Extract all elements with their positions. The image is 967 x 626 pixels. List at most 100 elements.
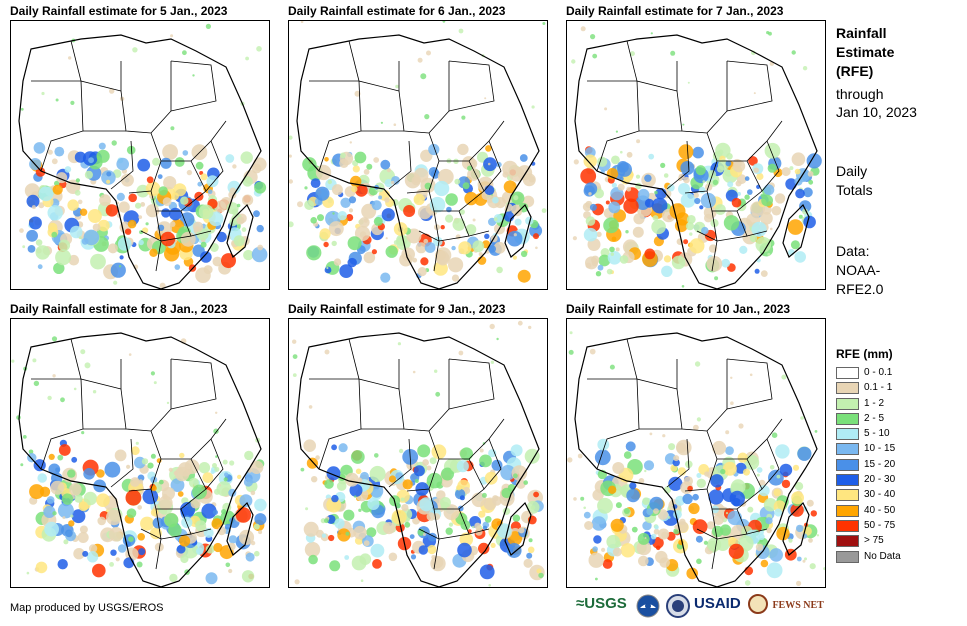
madagascar-outline [226, 203, 254, 258]
rain-cell [484, 471, 498, 485]
rain-cell [458, 350, 464, 356]
rain-cell [48, 222, 58, 233]
rain-cell [324, 349, 330, 355]
rain-cell [619, 486, 629, 496]
rain-cell [607, 251, 622, 265]
rain-cell [454, 178, 461, 185]
rain-cell [257, 244, 264, 251]
rain-cell [212, 509, 218, 515]
rain-cell [442, 21, 446, 23]
rain-cell [642, 497, 650, 505]
rain-cell [781, 167, 791, 177]
usgs-logo-text: ≈USGS [576, 595, 627, 612]
rain-cell [395, 472, 403, 480]
rain-cell [254, 498, 267, 512]
rain-cell [35, 167, 46, 177]
rain-cell [427, 544, 437, 555]
rain-cell [754, 268, 760, 274]
rain-cell [153, 381, 157, 385]
rain-cell [682, 123, 685, 126]
rain-cell [617, 183, 625, 191]
rain-cell [174, 466, 190, 482]
rain-cell [638, 555, 649, 567]
rain-cell [653, 528, 660, 535]
rain-cell [306, 245, 322, 261]
rain-cell [704, 471, 710, 477]
rain-cell [649, 432, 653, 436]
rain-cell [518, 527, 525, 534]
country-border [318, 378, 362, 470]
rain-cell [794, 168, 801, 175]
rain-cell [708, 489, 724, 505]
rain-cell [715, 204, 726, 215]
rain-cell [117, 237, 132, 251]
rain-cell [465, 224, 477, 235]
rain-cell [774, 193, 786, 204]
rain-cell [380, 121, 383, 124]
rain-cell [681, 285, 685, 288]
rain-cell [80, 349, 86, 355]
country-border [190, 528, 212, 535]
rain-cell [315, 455, 320, 460]
rain-cell [339, 264, 354, 278]
madagascar-outline [504, 203, 532, 258]
rain-cell [253, 523, 260, 530]
rain-cell [363, 169, 370, 175]
rain-cell [150, 485, 157, 492]
rain-field [571, 26, 822, 288]
rain-cell [126, 508, 137, 518]
rain-cell [68, 254, 80, 266]
rainfall-map [288, 20, 548, 290]
rain-cell [527, 546, 535, 554]
rain-cell [310, 217, 317, 224]
rain-cell [583, 154, 597, 168]
rain-cell [725, 160, 732, 167]
rain-cell [583, 185, 595, 197]
rain-cell [696, 558, 702, 565]
rain-cell [492, 196, 499, 204]
rain-cell [725, 446, 734, 455]
rain-cell [237, 474, 242, 480]
rain-cell [113, 280, 118, 285]
rain-cell [437, 168, 454, 185]
rain-cell [649, 496, 664, 511]
rain-cell [583, 511, 591, 519]
rain-cell [169, 573, 178, 583]
rain-cell [181, 516, 193, 528]
rain-cell [642, 521, 652, 531]
rain-cell [19, 228, 24, 233]
rain-cell [796, 580, 802, 586]
rain-cell [696, 478, 706, 488]
legend-swatch [836, 397, 859, 410]
rain-cell [426, 50, 431, 56]
rain-cell [685, 222, 695, 231]
rain-cell [176, 544, 186, 554]
country-border [418, 210, 470, 242]
country-border [468, 230, 490, 237]
rain-cell [679, 518, 686, 525]
rain-cell [107, 243, 118, 254]
rain-cell [791, 152, 806, 166]
legend-swatch [836, 412, 859, 425]
rain-cell [192, 74, 195, 77]
country-border [120, 359, 172, 432]
rain-cell [673, 510, 682, 519]
rain-cell [158, 186, 168, 196]
rain-cell [225, 562, 231, 568]
rain-cell [135, 441, 139, 445]
rain-cell [436, 490, 446, 500]
rain-cell [70, 514, 74, 518]
rain-cell [195, 161, 204, 170]
rain-cell [337, 211, 347, 221]
rain-cell [785, 178, 797, 190]
rain-cell [160, 231, 176, 247]
rain-cell [514, 218, 522, 226]
rain-cell [180, 554, 189, 564]
rain-cell [242, 176, 253, 187]
rain-cell [809, 563, 816, 570]
rain-cell [90, 253, 106, 270]
rain-cell [182, 50, 187, 56]
rain-cell [502, 171, 509, 178]
rain-cell [186, 169, 193, 176]
rainfall-map [566, 20, 826, 290]
